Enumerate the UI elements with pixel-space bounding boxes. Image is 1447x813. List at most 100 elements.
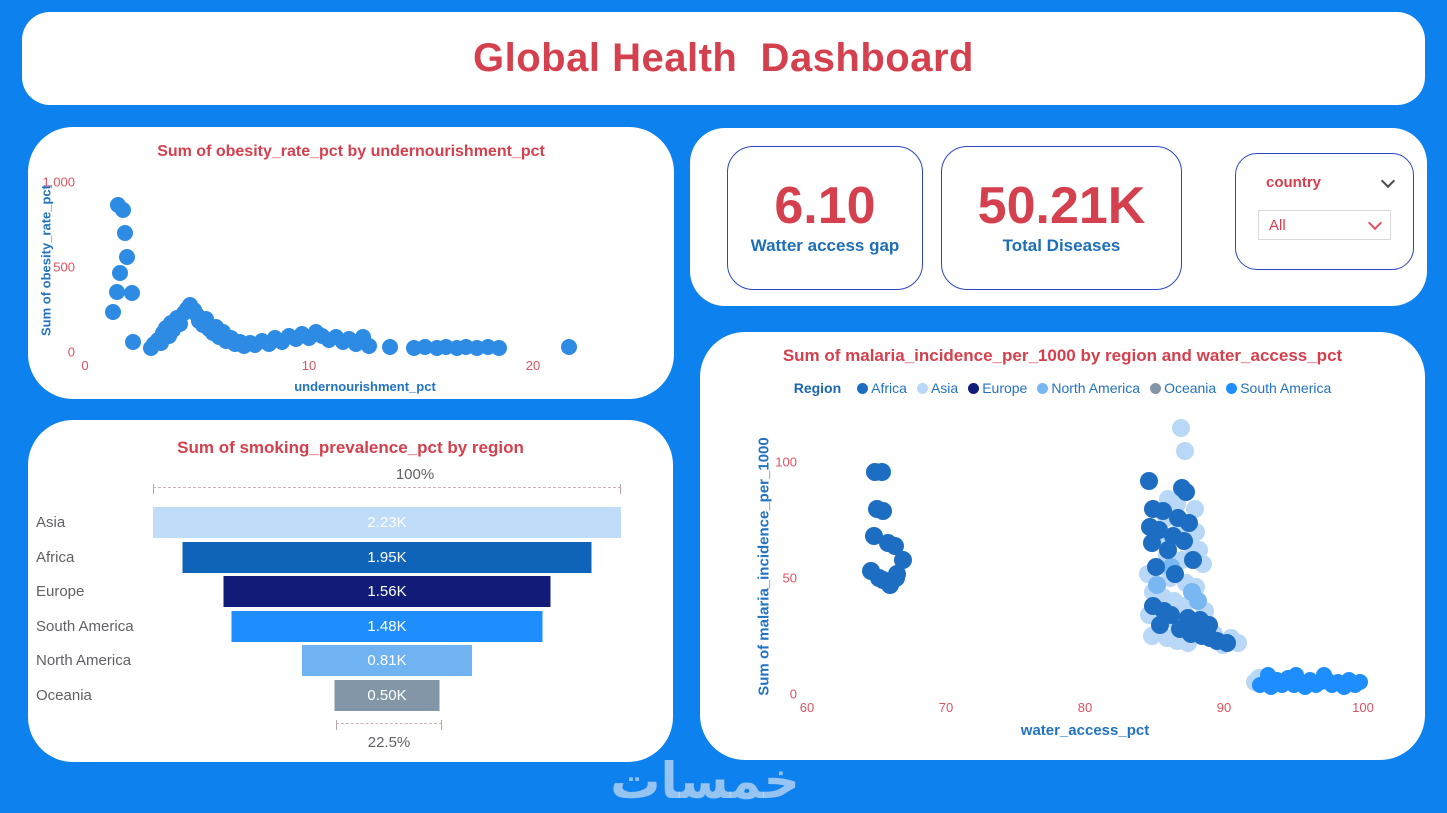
scatter-point-countries[interactable] (118, 248, 135, 265)
scatter-point-africa[interactable] (1217, 634, 1236, 653)
scatter-point-countries[interactable] (381, 338, 398, 355)
legend-item-asia[interactable]: Asia (916, 380, 958, 396)
legend-color-dot (916, 382, 928, 394)
scatter-point-africa[interactable] (874, 501, 893, 520)
legend-color-dot (857, 382, 869, 394)
scatter-point-south-america[interactable] (1288, 667, 1305, 684)
scatter-point-countries[interactable] (104, 304, 121, 321)
scatter-point-south-america[interactable] (1352, 674, 1369, 691)
scatter-point-africa[interactable] (893, 550, 912, 569)
scatter-point-countries[interactable] (108, 284, 125, 300)
smoking-funnel-chart: Asia 2.23K Africa 1.95K Europe 1.56K South Ame… (28, 420, 673, 762)
malaria-chart-title: Sum of malaria_incidence_per_1000 by reg… (782, 346, 1343, 365)
scatter-point-africa[interactable] (1142, 534, 1161, 553)
scatter-point-countries[interactable] (124, 333, 141, 350)
scatter-point-asia[interactable] (1176, 441, 1195, 460)
funnel-top-percent-label: 100% (395, 466, 435, 483)
x-axis-tick: 60 (799, 700, 815, 715)
malaria-x-axis-label: water_access_pct (1020, 722, 1150, 739)
x-axis-tick: 100 (1352, 700, 1374, 715)
obesity-x-axis-label: undernourishment_pct (294, 379, 436, 394)
scatter-point-africa[interactable] (1149, 520, 1168, 539)
scatter-point-africa[interactable] (864, 527, 883, 546)
scatter-point-africa[interactable] (885, 536, 904, 555)
legend-item-north-america[interactable]: North America (1037, 380, 1140, 396)
country-slicer-field-label: country (1266, 174, 1322, 191)
country-slicer-dropdown[interactable]: All (1258, 210, 1391, 240)
funnel-bottom-percent-label: 22.5% (367, 734, 411, 751)
funnel-category-europe: Europe (36, 583, 85, 600)
kpi-label-water-access-gap: Watter access gap (750, 236, 900, 255)
country-slicer: country All (1235, 153, 1414, 270)
malaria-scatter-plot[interactable]: 60 70 80 90 100 0 50 100 (775, 416, 1374, 715)
funnel-bar-asia[interactable]: 2.23K (153, 507, 621, 538)
scatter-point-africa[interactable] (1153, 501, 1172, 520)
scatter-point-africa[interactable] (1151, 615, 1170, 634)
funnel-bar-africa[interactable]: 1.95K (182, 542, 592, 573)
kpi-card-water-access-gap: 6.10 Watter access gap (727, 146, 923, 290)
y-axis-tick: 0 (67, 344, 75, 360)
scatter-point-north-america[interactable] (1148, 576, 1167, 595)
kpi-card-total-diseases: 50.21K Total Diseases (941, 146, 1182, 290)
x-axis-tick: 0 (81, 358, 89, 373)
x-axis-tick: 10 (301, 358, 317, 373)
funnel-bar-europe[interactable]: 1.56K (223, 576, 551, 607)
funnel-bar-north-america[interactable]: 0.81K (302, 645, 472, 676)
funnel-bar-south-america[interactable]: 1.48K (231, 611, 543, 642)
dashboard-header-card: Global Health Dashboard (22, 12, 1425, 105)
scatter-point-countries[interactable] (123, 285, 140, 302)
scatter-point-asia[interactable] (1185, 499, 1204, 518)
obesity-scatter-plot[interactable]: 0 10 20 0 500 1,000 (42, 175, 645, 373)
scatter-point-africa[interactable] (888, 564, 907, 583)
scatter-point-countries[interactable] (560, 338, 577, 355)
country-slicer-header[interactable]: country (1266, 173, 1396, 191)
smoking-chart-title: Sum of smoking_prevalence_pct by region (177, 438, 524, 457)
scatter-point-africa[interactable] (1139, 471, 1158, 490)
scatter-point-north-america[interactable] (1188, 592, 1207, 611)
scatter-point-countries[interactable] (361, 338, 378, 355)
scatter-point-countries[interactable] (114, 201, 131, 218)
kpi-value-water-access-gap: 6.10 (774, 177, 876, 235)
scatter-point-africa[interactable] (873, 462, 892, 481)
legend-color-dot (1226, 382, 1238, 394)
chevron-down-icon[interactable] (1380, 173, 1396, 188)
page-title: Global Health Dashboard (473, 36, 974, 80)
funnel-bottom-bracket (336, 720, 442, 733)
legend-title: Region (793, 380, 842, 396)
scatter-point-south-america[interactable] (1316, 667, 1333, 684)
y-axis-tick: 500 (53, 259, 75, 275)
funnel-bar-oceania[interactable]: 0.50K (334, 680, 440, 711)
scatter-point-africa[interactable] (1174, 532, 1193, 551)
legend-item-africa[interactable]: Africa (857, 380, 907, 396)
legend-color-dot (1037, 382, 1049, 394)
chevron-down-icon (1367, 215, 1383, 231)
x-axis-tick: 90 (1216, 700, 1232, 715)
x-axis-tick: 80 (1077, 700, 1093, 715)
legend-item-oceania[interactable]: Oceania (1150, 380, 1216, 396)
country-slicer-value: All (1269, 216, 1286, 234)
legend-color-dot (968, 382, 980, 394)
scatter-point-africa[interactable] (1184, 550, 1203, 569)
y-axis-tick: 100 (775, 454, 797, 470)
scatter-point-countries[interactable] (116, 225, 133, 241)
kpi-value-total-diseases: 50.21K (977, 177, 1146, 235)
funnel-category-north-america: North America (36, 652, 132, 669)
scatter-point-africa[interactable] (1159, 541, 1178, 560)
scatter-point-africa[interactable] (1180, 513, 1199, 532)
scatter-point-asia[interactable] (1171, 418, 1190, 437)
scatter-point-south-america[interactable] (1260, 667, 1277, 684)
scatter-point-africa[interactable] (1166, 564, 1185, 583)
legend-item-south-america[interactable]: South America (1226, 380, 1331, 396)
scatter-point-countries[interactable] (111, 264, 128, 281)
smoking-funnel-panel: Sum of smoking_prevalence_pct by region … (28, 420, 673, 762)
kpi-label-total-diseases: Total Diseases (1002, 236, 1121, 255)
obesity-chart-title: Sum of obesity_rate_pct by undernourishm… (157, 143, 545, 160)
scatter-point-africa[interactable] (1146, 557, 1165, 576)
legend-item-europe[interactable]: Europe (968, 380, 1027, 396)
funnel-top-bracket (153, 484, 621, 497)
khamsat-watermark: خمسات (610, 753, 800, 809)
funnel-category-africa: Africa (36, 549, 75, 566)
scatter-point-africa[interactable] (1177, 483, 1196, 502)
funnel-category-oceania: Oceania (36, 687, 92, 704)
scatter-point-countries[interactable] (491, 339, 508, 356)
